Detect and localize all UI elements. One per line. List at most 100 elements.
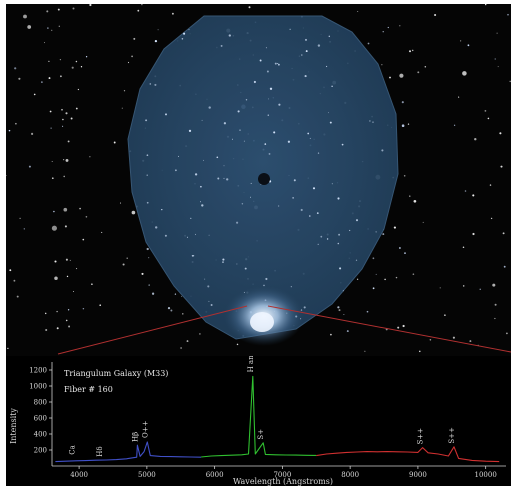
field-star	[228, 34, 231, 37]
star	[7, 347, 9, 350]
field-star	[253, 80, 256, 84]
star	[199, 333, 201, 335]
field-star	[331, 85, 333, 87]
star	[63, 159, 65, 161]
star	[91, 283, 93, 286]
star	[80, 66, 83, 68]
star	[186, 340, 189, 343]
star	[67, 309, 70, 311]
field-star	[151, 292, 155, 295]
star	[484, 110, 487, 112]
field-star	[223, 177, 225, 179]
star	[70, 117, 73, 120]
field-star	[183, 32, 186, 35]
field-star	[337, 306, 340, 309]
field-star	[372, 287, 375, 290]
field-star	[164, 113, 168, 116]
star	[494, 58, 496, 60]
star	[65, 158, 69, 162]
emission-line-label: S++	[448, 427, 456, 444]
field-star	[148, 284, 150, 286]
star	[9, 269, 12, 272]
field-star	[305, 38, 307, 41]
field-star	[244, 267, 247, 270]
star	[64, 225, 67, 228]
star	[506, 332, 508, 335]
star	[248, 6, 251, 9]
field-star	[250, 182, 252, 184]
star	[469, 340, 472, 343]
field-star	[154, 39, 158, 43]
field-star	[339, 267, 342, 270]
star	[499, 132, 502, 135]
star	[54, 276, 58, 280]
field-star	[349, 229, 351, 232]
star	[122, 263, 125, 266]
star	[19, 217, 21, 220]
star	[464, 190, 467, 192]
star	[50, 127, 52, 129]
star	[417, 71, 420, 74]
star	[356, 278, 359, 280]
star	[489, 184, 492, 186]
field-star	[175, 169, 177, 172]
x-tick-label: 9000	[409, 471, 427, 479]
field-star	[263, 284, 265, 287]
star	[472, 232, 475, 236]
field-star	[300, 208, 303, 212]
star	[387, 26, 389, 29]
x-axis-ticks: 4000 5000 6000 7000 8000 9000 10000	[70, 466, 497, 479]
sky-image	[6, 4, 511, 356]
star	[381, 64, 383, 66]
star	[366, 310, 369, 313]
star	[76, 268, 78, 270]
star	[419, 350, 421, 353]
field-star	[269, 87, 273, 90]
field-star	[167, 307, 171, 310]
field-star	[222, 258, 225, 261]
field-star	[375, 231, 377, 233]
star	[403, 175, 406, 177]
star	[127, 61, 130, 64]
star	[434, 13, 437, 17]
star	[85, 56, 88, 58]
field-star	[190, 217, 192, 219]
emission-line-label: S+	[257, 429, 265, 440]
star	[16, 295, 19, 298]
star	[101, 231, 103, 233]
star	[401, 101, 404, 104]
spectrum-panel: 4000 5000 6000 7000 8000 9000 10000 200 400 600 8…	[6, 356, 511, 486]
field-star	[316, 212, 319, 214]
star	[509, 80, 511, 83]
star	[496, 32, 498, 34]
field-star	[375, 273, 377, 275]
spectrum-segment-3	[316, 446, 500, 463]
field-star	[287, 140, 291, 143]
star	[89, 4, 92, 7]
star	[68, 325, 71, 328]
star	[75, 60, 78, 63]
field-star	[320, 235, 323, 238]
star	[472, 194, 475, 197]
star	[507, 13, 509, 16]
field-star	[220, 44, 223, 47]
field-star	[226, 178, 229, 181]
star	[61, 108, 63, 111]
star	[338, 309, 341, 312]
y-tick-label: 400	[34, 431, 47, 439]
star	[63, 175, 65, 178]
star	[236, 343, 239, 346]
star	[182, 313, 184, 315]
emission-line-label: Hβ	[131, 432, 139, 442]
line-annotations: Ca Hδ HβO++ H and N+ S+ S++ S++	[69, 356, 456, 457]
field-star	[241, 203, 244, 205]
field-star	[191, 254, 194, 257]
star	[53, 210, 55, 213]
star	[27, 25, 32, 29]
field-star	[155, 226, 158, 229]
x-tick-label: 8000	[341, 471, 359, 479]
star	[6, 175, 7, 176]
field-star	[200, 185, 202, 188]
star	[346, 330, 349, 333]
field-star	[329, 121, 332, 124]
